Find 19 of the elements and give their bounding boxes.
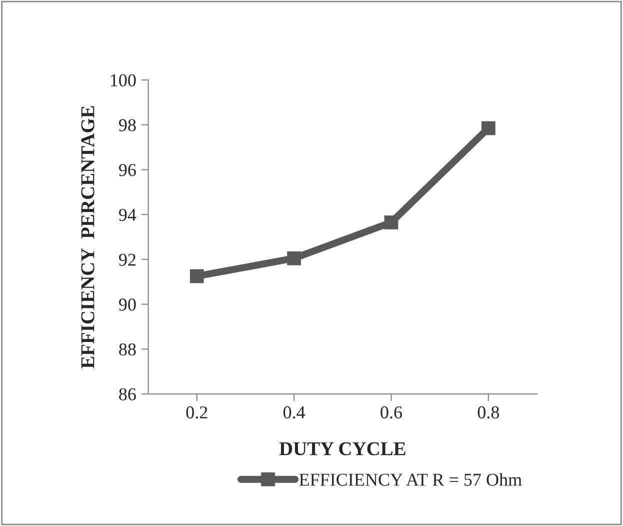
point	[287, 251, 301, 266]
point	[190, 269, 204, 284]
y-tick-label: 86	[119, 388, 136, 400]
x-tick-label: 0.4	[283, 406, 306, 419]
y-tick-label: 92	[118, 254, 136, 266]
x-axis-title: DUTY CYCLE	[279, 442, 406, 456]
y-tick-label: 96	[118, 164, 136, 176]
y-tick-label: 98	[118, 119, 136, 132]
y-tick-label: 100	[110, 74, 136, 86]
x-tick-label: 0.2	[186, 406, 208, 419]
y-axis-title: EFFICIENCY PERCENTAGE	[81, 106, 94, 368]
legend-label: EFFICIENCY AT R = 57 Ohm	[299, 473, 522, 486]
x-tick-label: 0.6	[380, 406, 402, 419]
y-tick-label: 94	[118, 208, 136, 221]
point	[481, 121, 496, 136]
y-tick-label: 90	[118, 298, 136, 311]
point	[384, 215, 398, 230]
y-tick-label: 88	[119, 343, 136, 356]
x-tick-label: 0.8	[478, 406, 500, 419]
